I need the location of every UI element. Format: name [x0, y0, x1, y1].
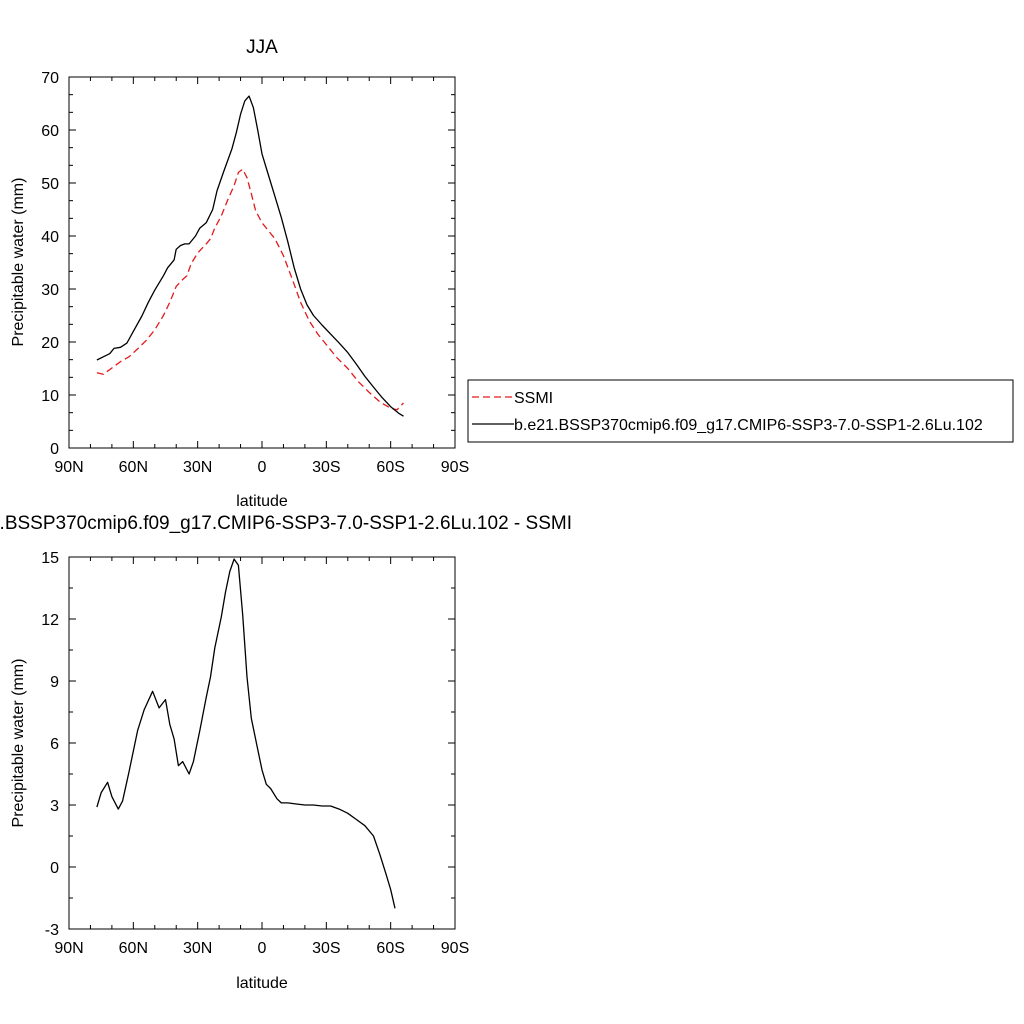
series-line-model [96, 558, 396, 909]
x-tick-label: 30S [312, 459, 340, 476]
x-tick-label: 60S [376, 459, 404, 476]
series-line-model [96, 95, 404, 417]
chart-panel-top: JJA latitude Precipitable water (mm) 90N… [10, 37, 469, 510]
y-tick-label: 30 [41, 282, 59, 299]
chart-panel-bottom: b.e21.BSSP370cmip6.f09_g17.CMIP6-SSP3-7.… [0, 513, 572, 992]
plot-frame [68, 556, 456, 930]
chart-title: JJA [246, 37, 278, 58]
y-tick-label: 50 [41, 176, 59, 193]
legend-label-ssmi: SSMI [514, 390, 553, 407]
x-tick-label: 90S [441, 940, 469, 957]
x-tick-label: 90N [54, 459, 83, 476]
plot-frame [68, 76, 456, 449]
y-tick-label: 15 [41, 550, 59, 567]
y-tick-label: 6 [50, 736, 59, 753]
x-tick-label: 0 [258, 459, 267, 476]
y-tick-label: 70 [41, 70, 59, 87]
y-tick-label: 60 [41, 123, 59, 140]
series-line-ssmi [96, 168, 404, 411]
x-axis-label: latitude [236, 975, 288, 992]
x-tick-label: 30N [183, 459, 212, 476]
x-axis-label: latitude [236, 493, 288, 510]
y-tick-label: 20 [41, 335, 59, 352]
chart-title: b.e21.BSSP370cmip6.f09_g17.CMIP6-SSP3-7.… [0, 513, 572, 534]
y-tick-label: 3 [50, 798, 59, 815]
x-tick-label: 60N [119, 940, 148, 957]
x-tick-label: 60N [119, 459, 148, 476]
y-tick-label: 0 [50, 860, 59, 877]
x-tick-label: 0 [258, 940, 267, 957]
y-axis-label: Precipitable water (mm) [10, 178, 27, 347]
x-tick-label: 60S [376, 940, 404, 957]
legend-box [467, 379, 1014, 443]
x-tick-label: 90N [54, 940, 83, 957]
y-tick-label: 9 [50, 674, 59, 691]
y-axis-label: Precipitable water (mm) [10, 659, 27, 828]
y-tick-label: 12 [41, 612, 59, 629]
legend-label-model: b.e21.BSSP370cmip6.f09_g17.CMIP6-SSP3-7.… [514, 417, 983, 434]
y-tick-label: 40 [41, 229, 59, 246]
y-tick-label: -3 [45, 922, 59, 939]
y-tick-label: 0 [50, 441, 59, 458]
x-tick-label: 30N [183, 940, 212, 957]
legend: SSMI b.e21.BSSP370cmip6.f09_g17.CMIP6-SS… [467, 379, 1014, 443]
y-tick-label: 10 [41, 388, 59, 405]
x-tick-label: 30S [312, 940, 340, 957]
x-tick-label: 90S [441, 459, 469, 476]
